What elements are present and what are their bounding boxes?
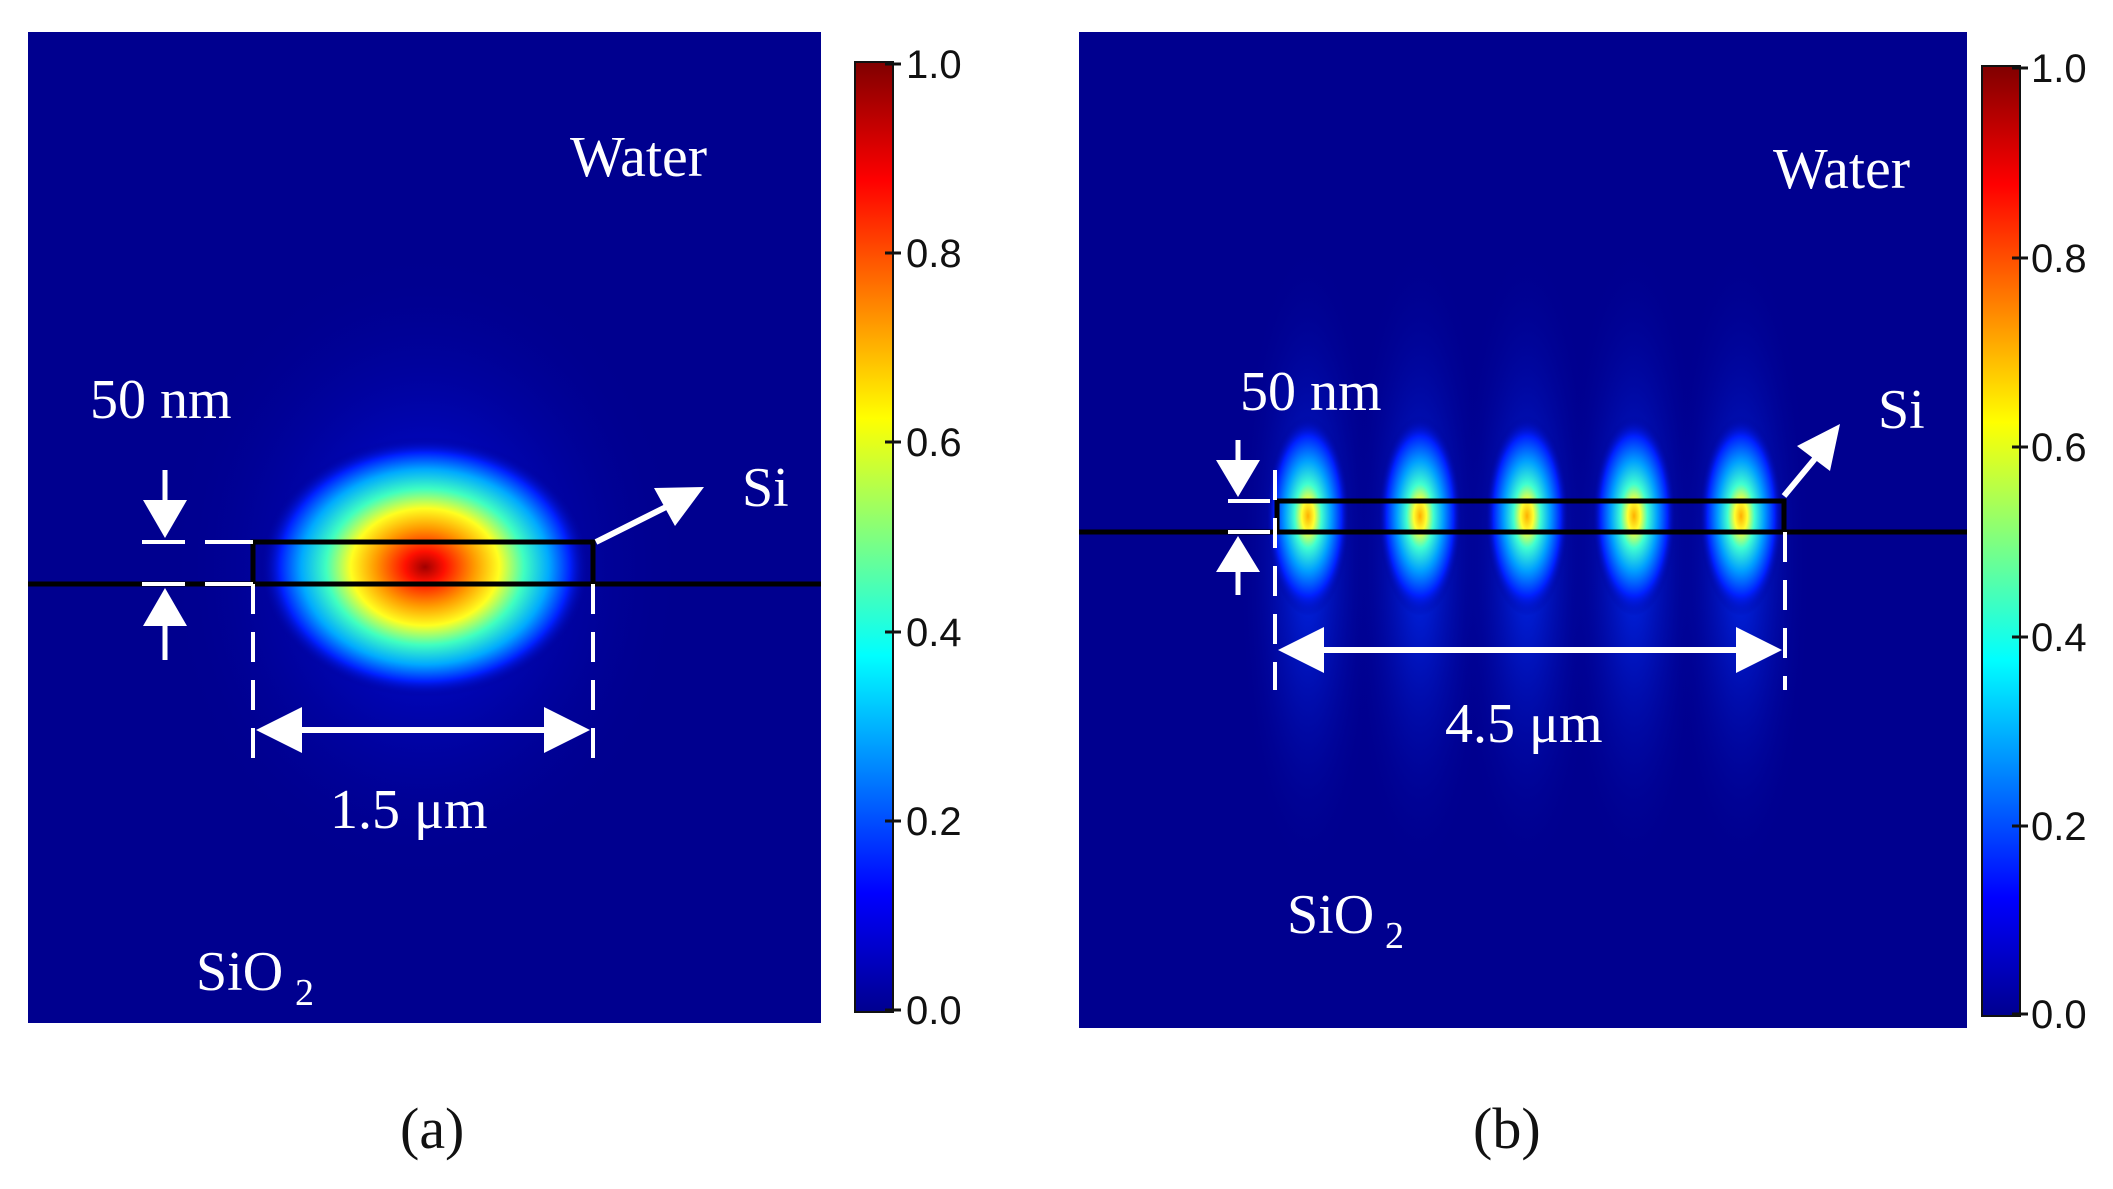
panel-a-water-label: Water — [570, 124, 707, 189]
panel-a-tick-0.6: 0.6 — [906, 421, 962, 465]
panel-b-tick-0.0: 0.0 — [2031, 993, 2087, 1037]
panel-a-colorbar: 1.0 0.8 0.6 0.4 0.2 0.0 — [854, 43, 962, 1033]
panel-a-width-label: 1.5 μm — [330, 779, 488, 841]
panel-b-tick-0.4: 0.4 — [2031, 616, 2087, 660]
panel-b-water-label: Water — [1773, 136, 1910, 201]
panel-a-tick-0.0: 0.0 — [906, 989, 962, 1033]
panel-a-thickness-label: 50 nm — [90, 369, 232, 431]
panel-a-tick-0.8: 0.8 — [906, 232, 962, 276]
panel-b-tick-1.0: 1.0 — [2031, 47, 2087, 91]
panel-a-thickness-arrows — [143, 470, 187, 660]
panel-a-width-arrow — [256, 707, 590, 753]
panel-b: Water 50 nm Si 4.5 μm SiO 2 1.0 0.8 0.6 … — [1079, 32, 2087, 1161]
svg-text:SiO: SiO — [196, 941, 283, 1003]
panel-a-sio2-label: SiO 2 — [196, 941, 314, 1014]
panel-b-thickness-arrows — [1216, 440, 1260, 595]
panel-a-si-core — [250, 539, 596, 587]
panel-a-tick-1.0: 1.0 — [906, 43, 962, 87]
svg-text:2: 2 — [295, 972, 314, 1014]
panel-a-tick-0.2: 0.2 — [906, 800, 962, 844]
panel-b-tick-0.2: 0.2 — [2031, 805, 2087, 849]
panel-a-caption: (a) — [400, 1096, 464, 1161]
panel-b-si-label: Si — [1878, 379, 1925, 441]
panel-a-colorbar-ticks — [885, 62, 901, 1012]
panel-b-colorbar-ticks — [2012, 66, 2028, 1016]
panel-b-colorbar-gradient — [1981, 65, 2021, 1017]
panel-b-field-lobes — [1266, 416, 1783, 616]
panel-b-si-pointer-arrow — [1781, 424, 1840, 498]
panel-b-tick-0.8: 0.8 — [2031, 237, 2087, 281]
panel-a: Water 50 nm Si 1.5 μm SiO 2 1.0 0.8 0.6 … — [28, 32, 962, 1161]
svg-text:SiO: SiO — [1287, 884, 1374, 946]
panel-b-caption: (b) — [1473, 1096, 1541, 1161]
panel-b-width-arrow — [1278, 627, 1782, 673]
panel-a-colorbar-gradient — [854, 61, 894, 1013]
panel-b-thickness-label: 50 nm — [1240, 361, 1382, 423]
panel-a-si-label: Si — [742, 457, 789, 519]
panel-b-tick-0.6: 0.6 — [2031, 426, 2087, 470]
panel-b-si-core — [1274, 498, 1787, 535]
panel-a-tick-0.4: 0.4 — [906, 611, 962, 655]
panel-b-colorbar: 1.0 0.8 0.6 0.4 0.2 0.0 — [1981, 47, 2087, 1037]
panel-a-mode-field — [260, 437, 590, 697]
panel-a-si-pointer-arrow — [594, 487, 704, 545]
panel-b-width-label: 4.5 μm — [1445, 693, 1603, 755]
panel-b-sio2-label: SiO 2 — [1287, 884, 1404, 957]
svg-text:2: 2 — [1385, 915, 1404, 957]
